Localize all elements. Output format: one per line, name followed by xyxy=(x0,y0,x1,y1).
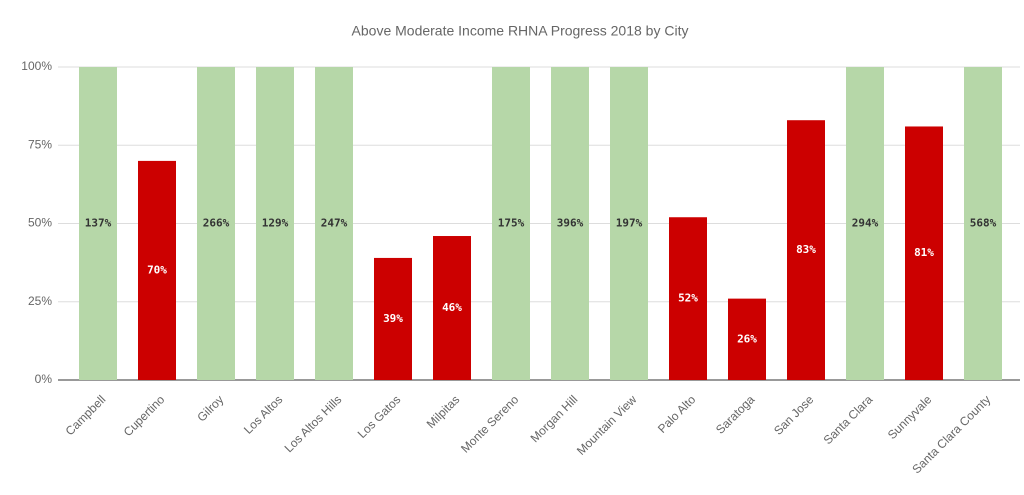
data-label: 266% xyxy=(203,217,230,230)
x-tick-label: Monte Sereno xyxy=(458,392,521,455)
x-tick-label: Morgan Hill xyxy=(528,392,581,445)
bar xyxy=(610,67,648,380)
data-label: 70% xyxy=(147,263,167,276)
data-label: 39% xyxy=(383,312,403,325)
y-tick-label: 100% xyxy=(21,59,52,73)
bar xyxy=(315,67,353,380)
data-label: 83% xyxy=(796,243,816,256)
bar xyxy=(492,67,530,380)
data-label: 46% xyxy=(442,301,462,314)
bar xyxy=(846,67,884,380)
bars xyxy=(79,67,1002,380)
x-tick-label: Saratoga xyxy=(713,392,758,437)
x-tick-label: Los Gatos xyxy=(355,392,404,441)
x-tick-label: Los Altos Hills xyxy=(282,392,345,455)
bar xyxy=(787,120,825,380)
x-tick-label: Cupertino xyxy=(121,392,168,439)
bar xyxy=(551,67,589,380)
bar xyxy=(905,126,943,380)
bar xyxy=(964,67,1002,380)
data-label: 197% xyxy=(616,217,643,230)
x-tick-label: Mountain View xyxy=(574,392,640,458)
bar xyxy=(197,67,235,380)
data-label: 52% xyxy=(678,292,698,305)
x-tick-label: Gilroy xyxy=(194,392,226,424)
x-tick-label: San Jose xyxy=(771,392,817,438)
data-label: 137% xyxy=(85,217,112,230)
x-tick-label: Campbell xyxy=(63,392,109,438)
bar xyxy=(79,67,117,380)
data-label: 247% xyxy=(321,217,348,230)
data-label: 81% xyxy=(914,246,934,259)
x-tick-label: Palo Alto xyxy=(655,392,699,436)
data-label: 175% xyxy=(498,217,525,230)
x-tick-label: Milpitas xyxy=(424,392,463,431)
data-label: 294% xyxy=(852,217,879,230)
x-tick-label: Santa Clara xyxy=(821,392,876,447)
bar xyxy=(669,217,707,380)
bar xyxy=(138,160,176,380)
y-tick-label: 75% xyxy=(28,137,52,151)
x-tick-label: Los Altos xyxy=(241,392,285,436)
data-label: 26% xyxy=(737,332,757,345)
x-tick-label: Sunnyvale xyxy=(885,392,935,442)
bar xyxy=(374,257,412,380)
data-label: 568% xyxy=(970,217,997,230)
data-label: 396% xyxy=(557,217,584,230)
y-tick-label: 25% xyxy=(28,294,52,308)
chart-title: Above Moderate Income RHNA Progress 2018… xyxy=(352,23,689,39)
bar xyxy=(433,236,471,380)
bar xyxy=(256,67,294,380)
y-tick-label: 0% xyxy=(35,372,53,386)
data-label: 129% xyxy=(262,217,289,230)
y-tick-label: 50% xyxy=(28,216,52,230)
bar xyxy=(728,298,766,380)
